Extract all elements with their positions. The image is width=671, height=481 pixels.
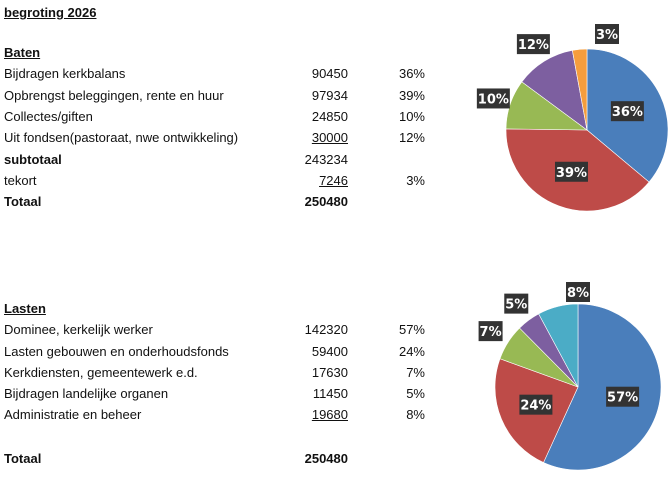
row-value: 19680 [311, 407, 348, 422]
row-pct: 7% [406, 365, 425, 380]
row-pct: 57% [398, 322, 425, 337]
lasten-heading: Lasten [4, 301, 46, 316]
row-pct: 24% [398, 344, 425, 359]
row-label: Dominee, kerkelijk werker [4, 322, 153, 337]
data-label-box [504, 293, 529, 314]
row-label: Administratie en beheer [4, 407, 142, 422]
pie-slice [543, 303, 662, 471]
data-label-box [554, 161, 588, 182]
row-label: Opbrengst beleggingen, rente en huur [4, 88, 224, 103]
baten-heading: Baten [4, 45, 41, 60]
baten-total-value: 250480 [304, 194, 348, 209]
data-label: 10% [478, 92, 509, 107]
data-label-box [566, 282, 590, 302]
data-label: 36% [612, 105, 643, 120]
data-label-box [476, 88, 510, 109]
row-value: 11450 [312, 386, 348, 401]
pie-slice [572, 48, 588, 131]
row-pct: 12% [398, 130, 425, 145]
row-pct: 36% [398, 66, 425, 81]
data-label-box [519, 394, 553, 415]
data-label-box [516, 34, 550, 55]
subtotal-label: subtotaal [4, 152, 62, 167]
row-value: 17630 [311, 365, 348, 380]
row-pct: 10% [398, 109, 425, 124]
subtotal-value: 243234 [304, 152, 348, 167]
data-label-box [478, 321, 503, 342]
row-value: 142320 [304, 322, 348, 337]
row-value: 90450 [311, 66, 348, 81]
pie-slice [521, 49, 588, 131]
tekort-value: 7246 [319, 173, 348, 188]
data-label-box [595, 24, 619, 44]
data-label: 7% [480, 325, 502, 340]
data-label-box [606, 386, 640, 407]
row-label: Lasten gebouwen en onderhoudsfonds [4, 344, 229, 359]
row-label: Collectes/giften [4, 109, 93, 124]
data-label: 12% [518, 38, 549, 53]
data-label: 8% [567, 286, 589, 301]
data-label-box [610, 101, 644, 122]
data-label: 3% [596, 28, 618, 43]
row-pct: 39% [398, 88, 425, 103]
row-pct: 8% [406, 407, 425, 422]
lasten-total-label: Totaal [4, 451, 42, 466]
row-label: Uit fondsen(pastoraat, nwe ontwikkeling) [4, 130, 239, 145]
row-label: Bijdragen landelijke organen [4, 386, 169, 401]
row-pct: 5% [406, 386, 425, 401]
row-value: 59400 [311, 344, 348, 359]
row-value: 30000 [311, 130, 348, 145]
tekort-pct: 3% [406, 173, 425, 188]
row-label: Bijdragen kerkbalans [4, 66, 126, 81]
data-label: 39% [556, 166, 587, 181]
page-title: begroting 2026 [4, 5, 97, 20]
row-value: 24850 [311, 109, 348, 124]
row-value: 97934 [311, 88, 348, 103]
row-label: Kerkdiensten, gemeentewerk e.d. [4, 365, 198, 380]
data-label: 24% [520, 399, 551, 414]
data-label: 57% [607, 391, 638, 406]
baten-total-label: Totaal [4, 194, 42, 209]
tekort-label: tekort [4, 173, 37, 188]
lasten-total-value: 250480 [304, 451, 348, 466]
data-label: 5% [505, 298, 527, 313]
pie-slice [538, 303, 579, 388]
